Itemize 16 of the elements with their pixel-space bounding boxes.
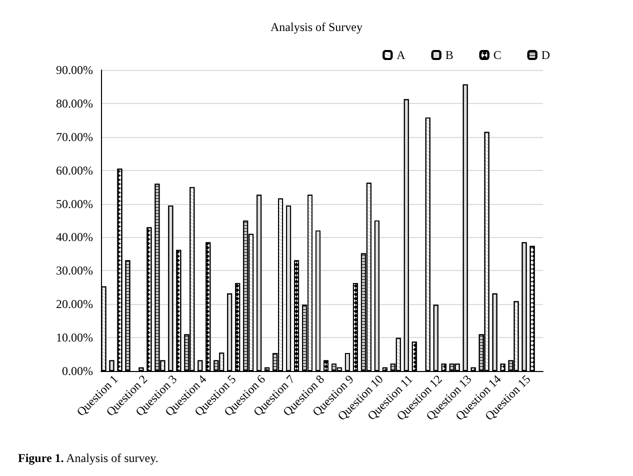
legend-label: A	[396, 48, 406, 62]
y-tick-label: 0.00%	[62, 364, 93, 378]
y-tick-label: 10.00%	[56, 330, 93, 345]
y-tick-label: 20.00%	[56, 297, 93, 312]
y-tick-label: 30.00%	[56, 264, 93, 278]
legend-label: C	[493, 48, 502, 62]
legend-label: D	[541, 48, 550, 62]
y-tick-label: 80.00%	[56, 96, 93, 110]
y-tick-label: 90.00%	[56, 63, 93, 77]
legend-label: B	[445, 48, 454, 62]
y-tick-label: 70.00%	[56, 130, 93, 144]
caption: Figure 1. Analysis of survey.	[18, 451, 158, 465]
chart-title: Analysis of Survey	[270, 20, 362, 34]
y-tick-label: 40.00%	[56, 230, 93, 244]
y-tick-label: 60.00%	[56, 163, 93, 178]
y-tick-label: 50.00%	[56, 196, 93, 211]
